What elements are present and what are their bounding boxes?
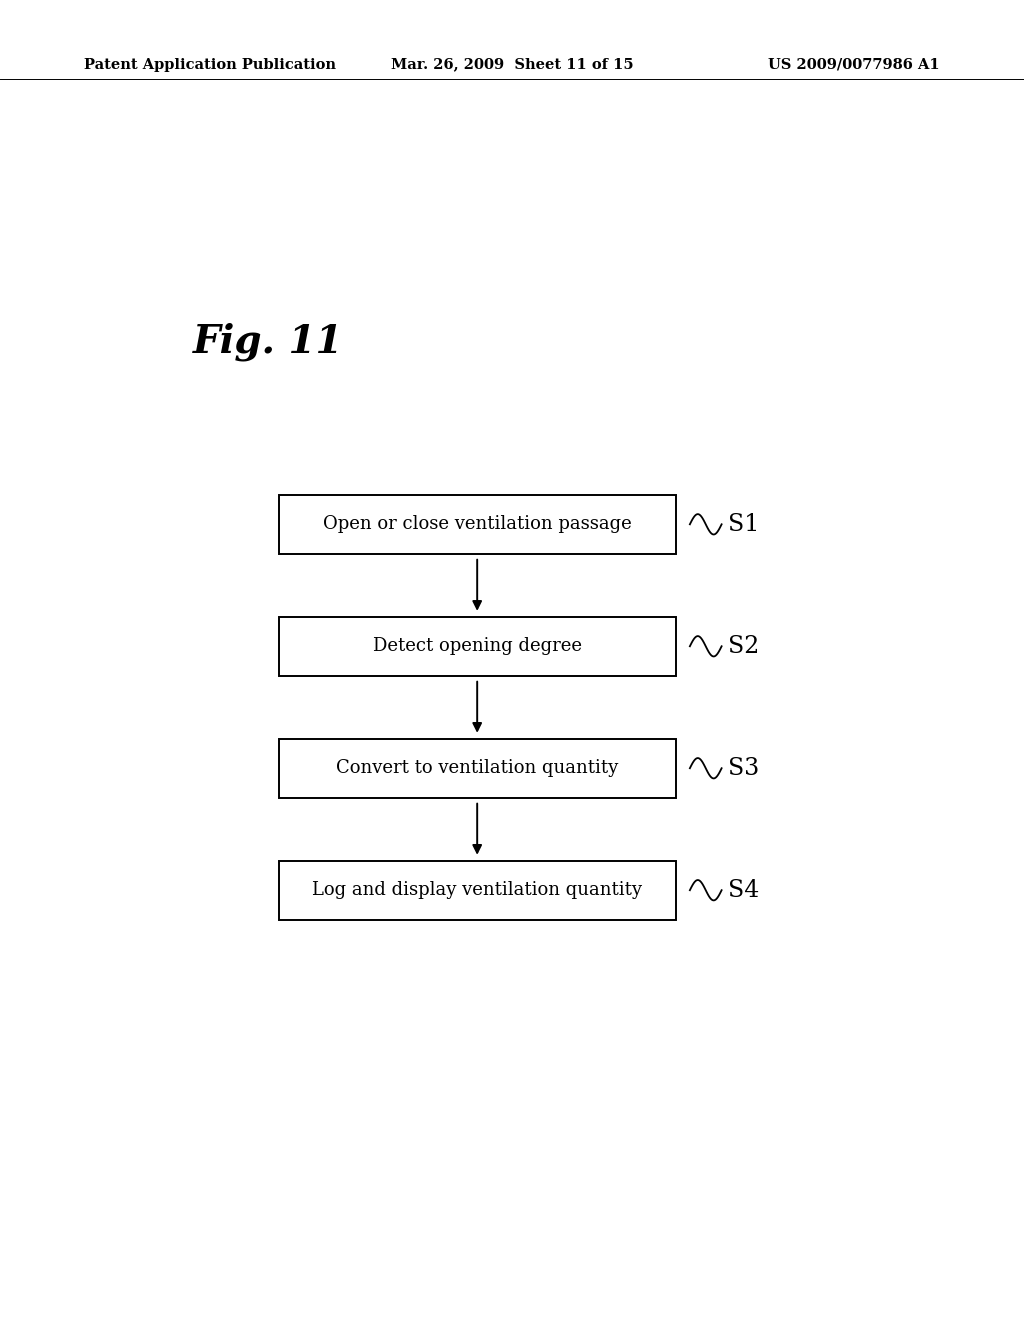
Text: S3: S3 (728, 756, 759, 780)
Bar (279, 739, 676, 797)
Text: S2: S2 (728, 635, 760, 657)
Bar (279, 861, 676, 920)
Text: Open or close ventilation passage: Open or close ventilation passage (323, 515, 632, 533)
Bar (279, 616, 676, 676)
Text: Convert to ventilation quantity: Convert to ventilation quantity (336, 759, 618, 777)
Text: US 2009/0077986 A1: US 2009/0077986 A1 (768, 58, 940, 71)
Text: S4: S4 (728, 879, 760, 902)
Bar (279, 495, 676, 554)
Text: S1: S1 (728, 512, 760, 536)
Text: Patent Application Publication: Patent Application Publication (84, 58, 336, 71)
Text: Log and display ventilation quantity: Log and display ventilation quantity (312, 882, 642, 899)
Text: Mar. 26, 2009  Sheet 11 of 15: Mar. 26, 2009 Sheet 11 of 15 (391, 58, 633, 71)
Text: Detect opening degree: Detect opening degree (373, 638, 582, 655)
Text: Fig. 11: Fig. 11 (194, 322, 344, 360)
